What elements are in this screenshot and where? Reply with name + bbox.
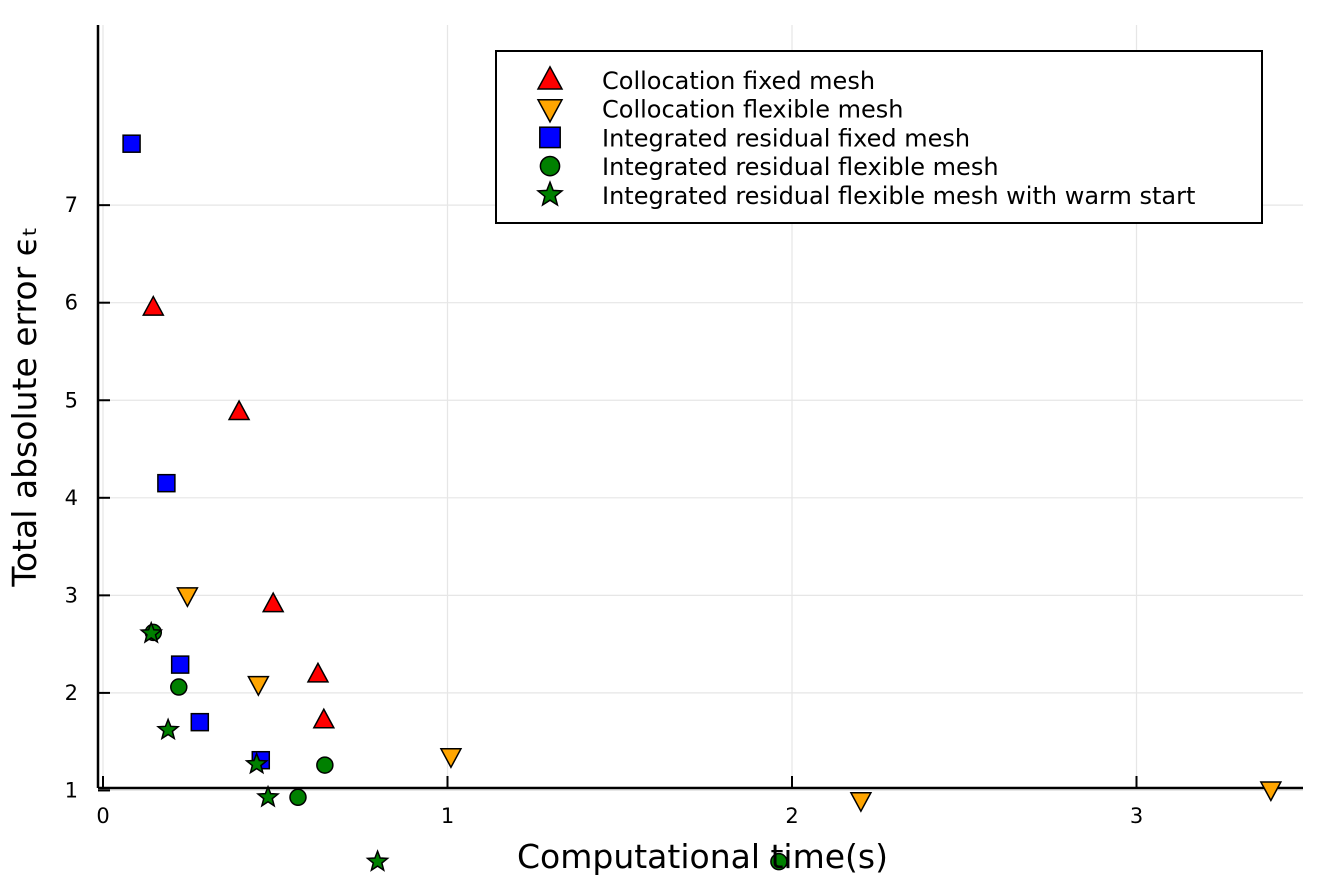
x-axis-title: Computational time(s) — [517, 837, 888, 876]
y-tick-label: 6 — [65, 291, 78, 315]
legend-marker-circle — [539, 155, 561, 177]
data-point-circle — [289, 788, 307, 807]
legend-label: Collocation fixed mesh — [602, 67, 875, 95]
data-point-square — [170, 655, 190, 674]
data-point-square — [190, 712, 210, 732]
data-point-star — [244, 751, 269, 775]
data-point-square — [122, 134, 141, 153]
data-point-circle — [770, 852, 788, 871]
x-tick-label: 2 — [785, 804, 798, 828]
data-point-circle — [316, 756, 334, 774]
data-point-star — [256, 784, 280, 808]
legend-marker-triangle-down — [536, 98, 564, 124]
data-point-triangle-down — [849, 791, 873, 813]
y-tick-label: 2 — [65, 681, 78, 705]
data-point-triangle-up — [142, 295, 165, 316]
data-point-triangle-down — [247, 675, 270, 697]
data-point-star — [365, 849, 390, 872]
data-point-star — [156, 717, 181, 741]
legend-label: Integrated residual flexible mesh — [602, 153, 999, 181]
legend-label: Collocation flexible mesh — [602, 96, 903, 124]
legend-marker-square — [539, 126, 561, 149]
legend-marker-star — [536, 180, 564, 207]
data-point-star — [139, 620, 164, 644]
y-axis-title: Total absolute error ϵₜ — [5, 226, 44, 587]
data-point-triangle-up — [312, 707, 336, 729]
legend-marker-triangle-up — [536, 65, 564, 90]
y-tick-label: 7 — [65, 193, 78, 217]
legend-box — [495, 50, 1263, 224]
x-tick-label: 1 — [441, 804, 454, 828]
axes — [96, 25, 1303, 790]
data-point-triangle-up — [261, 591, 285, 613]
x-tick-label: 0 — [96, 804, 109, 828]
x-tick-label: 3 — [1130, 804, 1143, 828]
y-tick-label: 5 — [65, 388, 78, 412]
y-tick-label: 3 — [65, 583, 78, 607]
data-point-triangle-down — [439, 748, 463, 769]
data-point-triangle-down — [176, 587, 199, 608]
y-tick-label: 1 — [65, 778, 78, 802]
data-point-triangle-up — [227, 399, 251, 421]
data-point-circle — [170, 678, 188, 696]
y-tick-label: 4 — [65, 486, 78, 510]
data-points — [122, 134, 1283, 872]
legend-label: Integrated residual fixed mesh — [602, 124, 970, 152]
data-point-triangle-up — [306, 661, 330, 683]
data-point-square — [157, 473, 176, 493]
data-point-triangle-down — [1259, 781, 1283, 803]
legend-label: Integrated residual flexible mesh with w… — [602, 182, 1195, 210]
